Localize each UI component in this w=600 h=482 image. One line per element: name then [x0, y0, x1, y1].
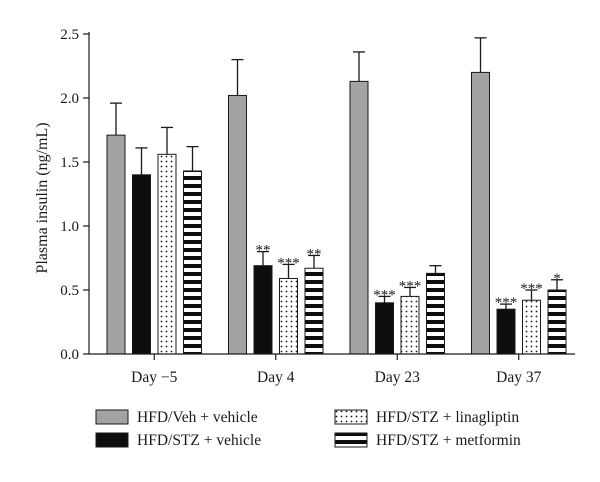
bar-s0-c3 — [471, 71, 490, 355]
bar-s1-c3 — [496, 308, 516, 355]
y-tick-label-2: 1.0 — [60, 219, 79, 235]
bar-s2-c2 — [400, 295, 420, 355]
significance-label-s3-c3: * — [553, 271, 561, 287]
legend-swatch-1 — [95, 432, 129, 448]
bar-s3-c0 — [183, 170, 202, 355]
category-label-2: Day 23 — [375, 369, 420, 386]
bar-s2-c1 — [279, 277, 298, 355]
y-tick-label-3: 1.5 — [60, 155, 79, 171]
legend-swatch-0 — [95, 409, 129, 425]
bar-s3-c2 — [426, 272, 445, 355]
legend-label-2: HFD/STZ + linagliptin — [376, 409, 519, 426]
legend-label-3: HFD/STZ + metformin — [376, 432, 521, 449]
significance-label-s2-c2: *** — [399, 278, 422, 294]
legend: HFD/Veh + vehicle HFD/STZ + vehicle HFD/ST… — [95, 409, 521, 449]
significance-label-s1-c1: ** — [256, 243, 271, 259]
legend-label-1: HFD/STZ + vehicle — [137, 432, 261, 449]
y-tick-label-5: 2.5 — [60, 27, 79, 43]
category-label-1: Day 4 — [257, 369, 295, 386]
bar-s3-c3 — [547, 289, 567, 355]
bar-s0-c0 — [106, 134, 126, 355]
bar-s1-c1 — [253, 265, 273, 355]
y-tick-label-1: 0.5 — [60, 283, 79, 299]
significance-label-s1-c2: *** — [373, 287, 396, 303]
category-label-0: Day −5 — [131, 369, 177, 386]
y-tick-label-0: 0.0 — [60, 347, 79, 363]
significance-label-s1-c3: *** — [495, 295, 518, 311]
bar-s2-c3 — [522, 299, 541, 355]
significance-label-s2-c1: *** — [277, 255, 300, 271]
significance-label-s3-c1: ** — [307, 246, 322, 262]
y-tick-label-4: 2.0 — [60, 91, 79, 107]
y-axis-title: Plasma insulin (ng/mL) — [34, 122, 51, 273]
legend-swatch-2 — [334, 409, 368, 425]
bar-s3-c1 — [304, 267, 324, 355]
bar-s0-c1 — [228, 94, 247, 355]
bar-s0-c2 — [349, 80, 369, 355]
bar-s1-c2 — [375, 302, 394, 355]
bar-s1-c0 — [132, 174, 151, 355]
legend-label-0: HFD/Veh + vehicle — [137, 409, 258, 426]
legend-swatch-3 — [334, 432, 368, 448]
bar-s2-c0 — [157, 153, 177, 355]
significance-label-s2-c3: *** — [520, 281, 543, 297]
category-label-3: Day 37 — [496, 369, 541, 386]
